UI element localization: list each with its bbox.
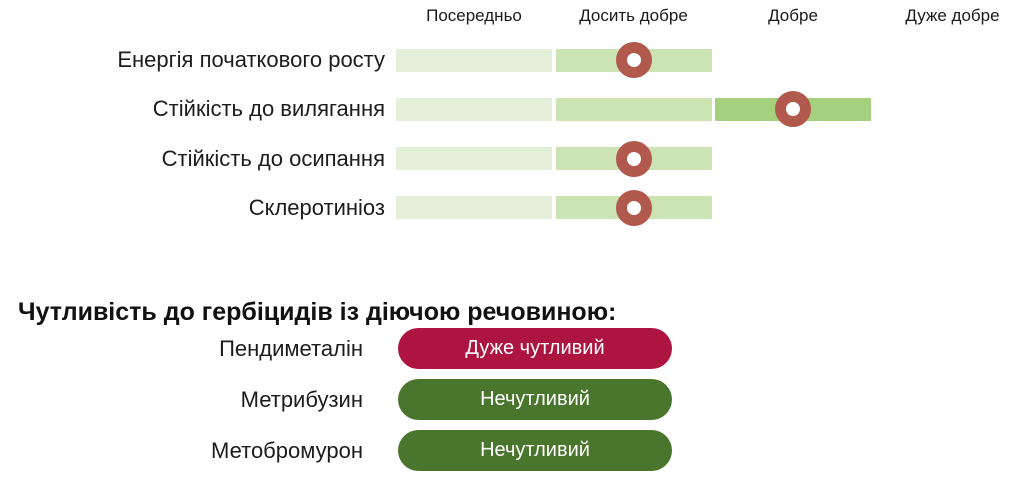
- herbicide-name-label: Метобромурон: [211, 437, 363, 463]
- rating-bar-segment: [396, 147, 552, 171]
- rating-row-label: Склеротиніоз: [248, 194, 385, 220]
- rating-row-label: Стійкість до вилягання: [152, 96, 385, 122]
- rating-dot-marker: [615, 189, 652, 226]
- sensitivity-status-badge: Дуже чутливий: [398, 328, 672, 369]
- rating-dot-marker: [615, 140, 652, 177]
- rating-bar-segment: [555, 97, 712, 121]
- scale-label: Добре: [768, 6, 818, 25]
- rating-dot-marker: [615, 42, 652, 78]
- rating-dot-marker: [775, 91, 811, 128]
- scale-label: Посередньо: [426, 6, 522, 25]
- herbicide-name-label: Метрибузин: [240, 386, 363, 412]
- sensitivity-status-badge: Нечутливий: [398, 430, 672, 471]
- herbicide-section-title: Чутливість до гербіцидів із діючою речов…: [18, 297, 617, 326]
- rating-bar-segment: [396, 97, 552, 121]
- rating-bar-segment: [396, 196, 552, 220]
- scale-label: Дуже добре: [905, 6, 1000, 25]
- rating-row-label: Стійкість до осипання: [161, 145, 385, 171]
- sensitivity-status-badge: Нечутливий: [398, 379, 672, 420]
- rating-bar-segment: [396, 48, 552, 72]
- rating-row-label: Енергія початкового росту: [117, 47, 385, 72]
- scale-label: Досить добре: [579, 6, 688, 25]
- herbicide-name-label: Пендиметалін: [219, 335, 363, 361]
